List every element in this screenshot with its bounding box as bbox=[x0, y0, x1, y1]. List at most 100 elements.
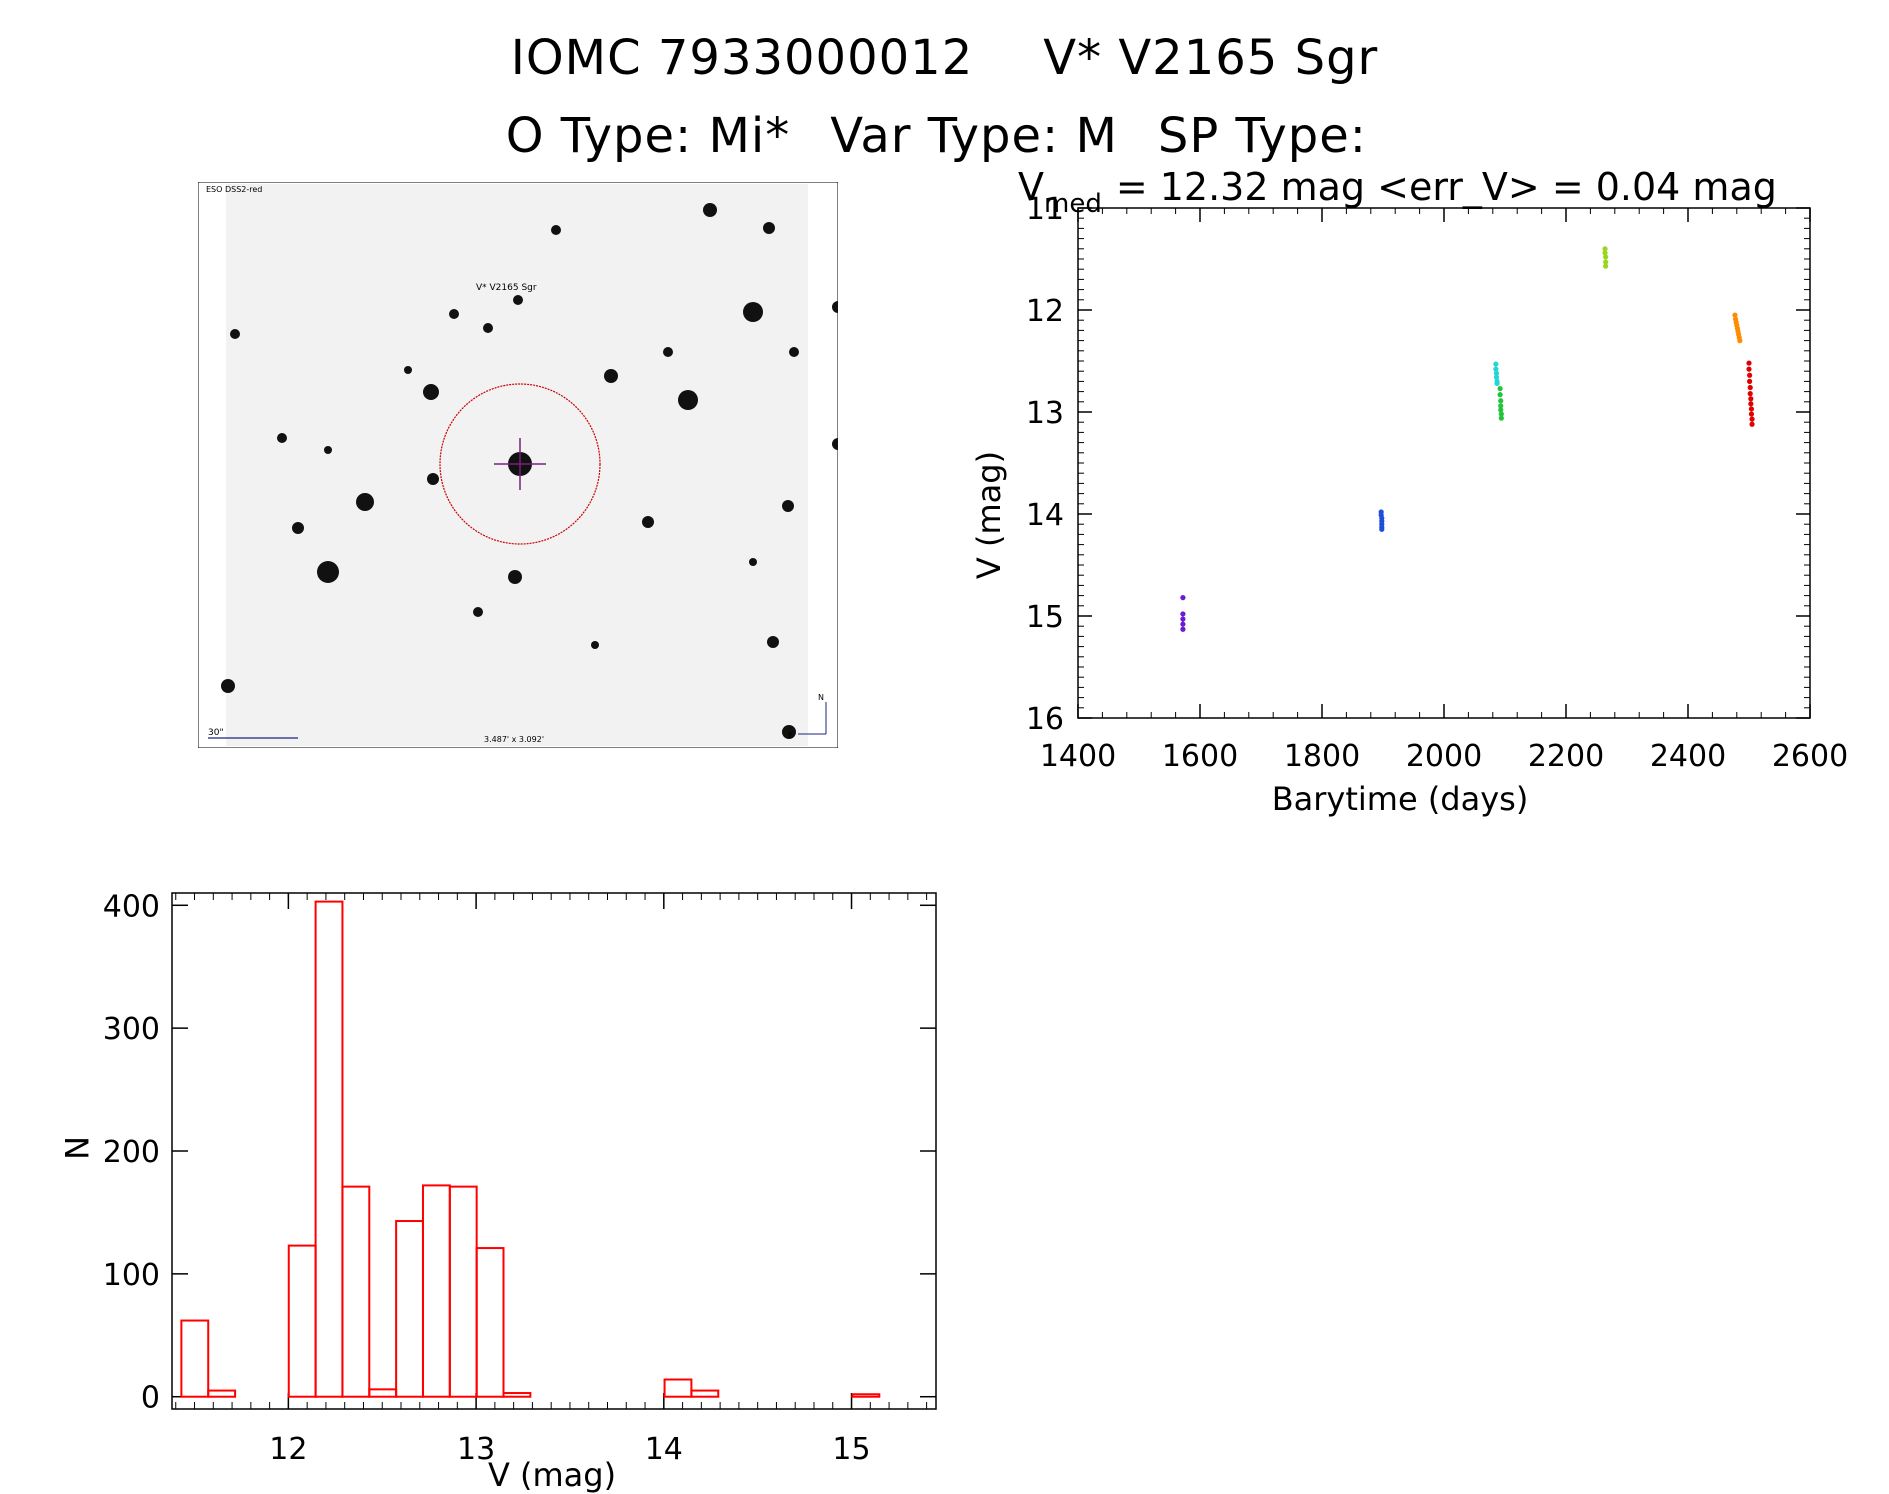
hist-bar bbox=[341, 1185, 371, 1398]
star bbox=[404, 366, 412, 374]
lc-point bbox=[1493, 366, 1499, 372]
star bbox=[703, 203, 717, 217]
size-label: 3.487' x 3.092' bbox=[484, 735, 544, 744]
lc-xtick-label: 2000 bbox=[1406, 739, 1482, 774]
otype-label: O Type: bbox=[505, 108, 693, 164]
histogram-chart: 12 13 14 15 0 100 200 300 400 V (mag) N bbox=[57, 889, 937, 1494]
survey-label: ESO DSS2-red bbox=[206, 185, 262, 194]
lc-point bbox=[1602, 250, 1608, 256]
star bbox=[427, 473, 439, 485]
lc-point bbox=[1180, 621, 1186, 627]
finder-chart-image: ESO DSS2-red V* V2165 Sgr 30" 3.487' x 3… bbox=[198, 182, 838, 748]
hist-ytick-label: 100 bbox=[103, 1258, 160, 1293]
lc-title-subscript: med bbox=[1044, 189, 1102, 219]
lc-point bbox=[1603, 263, 1609, 269]
star bbox=[508, 570, 522, 584]
lc-ytick-label: 11 bbox=[1026, 192, 1064, 227]
hist-bar bbox=[502, 1392, 532, 1398]
hist-xtick-label: 15 bbox=[832, 1432, 870, 1467]
lc-point bbox=[1602, 246, 1608, 252]
lc-xtick-label: 2600 bbox=[1772, 739, 1848, 774]
hist-bar bbox=[314, 900, 344, 1398]
star bbox=[663, 347, 673, 357]
hist-bar bbox=[851, 1393, 881, 1398]
lc-xtick-label: 1600 bbox=[1162, 739, 1238, 774]
lc-ytick-label: 16 bbox=[1026, 702, 1064, 737]
lc-point bbox=[1180, 626, 1186, 632]
hist-xtick-label: 12 bbox=[269, 1432, 307, 1467]
otype-value: Mi* bbox=[708, 108, 791, 164]
star-field bbox=[221, 203, 838, 739]
object-name: V* V2165 Sgr bbox=[1043, 30, 1379, 86]
lc-ytick-label: 15 bbox=[1026, 600, 1064, 635]
star bbox=[782, 500, 794, 512]
hist-axes: 12 13 14 15 0 100 200 300 400 bbox=[103, 889, 937, 1467]
target-circle bbox=[439, 383, 601, 545]
north-label: N bbox=[818, 693, 824, 702]
lc-ytick-label: 14 bbox=[1026, 498, 1064, 533]
star bbox=[551, 225, 561, 235]
hist-ylabel: N bbox=[57, 1136, 95, 1160]
star bbox=[277, 433, 287, 443]
lc-frame bbox=[1077, 207, 1811, 719]
star bbox=[221, 679, 235, 693]
lc-ytick-label: 13 bbox=[1026, 396, 1064, 431]
hist-xlabel: V (mag) bbox=[488, 1456, 616, 1494]
lc-point bbox=[1494, 380, 1500, 387]
lc-point bbox=[1498, 398, 1504, 404]
lc-point bbox=[1493, 370, 1500, 376]
hist-bar bbox=[207, 1389, 237, 1398]
lc-title-rest: = 12.32 mag <err_V> = 0.04 mag bbox=[1116, 170, 1777, 209]
lc-point bbox=[1498, 411, 1504, 417]
hist-ytick-label: 200 bbox=[103, 1135, 160, 1170]
lc-point bbox=[1498, 415, 1504, 421]
lc-point bbox=[1748, 401, 1754, 407]
star bbox=[230, 329, 240, 339]
sptype-label: SP Type: bbox=[1157, 108, 1367, 164]
target-label: V* V2165 Sgr bbox=[476, 283, 537, 293]
star bbox=[789, 347, 799, 357]
star bbox=[604, 369, 618, 383]
lc-point bbox=[1603, 254, 1609, 260]
lc-axes: 1400 1600 1800 2000 2200 2400 2600 11 12 13 14 15 16 bbox=[1026, 192, 1848, 774]
star bbox=[483, 323, 493, 333]
lc-title-prefix: V bbox=[1018, 170, 1044, 209]
east-label: E bbox=[788, 731, 793, 740]
hist-bar bbox=[448, 1185, 478, 1398]
lc-point bbox=[1497, 385, 1503, 392]
lc-point bbox=[1180, 595, 1186, 601]
lc-point bbox=[1747, 384, 1753, 391]
chart-title-line2: O Type: Mi* Var Type: M SP Type: bbox=[0, 108, 1889, 164]
scale-label: 30" bbox=[208, 728, 224, 738]
hist-xtick-label: 13 bbox=[457, 1432, 495, 1467]
hist-ytick-label: 300 bbox=[103, 1012, 160, 1047]
star bbox=[513, 295, 523, 305]
lc-point bbox=[1493, 361, 1499, 367]
star bbox=[317, 561, 339, 583]
star bbox=[743, 302, 763, 322]
star bbox=[449, 309, 459, 319]
lc-xtick-label: 1800 bbox=[1284, 739, 1360, 774]
star bbox=[782, 725, 796, 739]
star bbox=[763, 222, 775, 234]
lc-point bbox=[1748, 396, 1754, 402]
lc-ytick-label: 12 bbox=[1026, 294, 1064, 329]
lc-xtick-label: 1400 bbox=[1040, 739, 1116, 774]
star bbox=[832, 438, 838, 450]
lc-xtick-label: 2400 bbox=[1650, 739, 1726, 774]
object-id: IOMC 7933000012 bbox=[510, 30, 974, 86]
lc-point bbox=[1747, 372, 1753, 378]
lc-point bbox=[1180, 611, 1186, 617]
lc-point bbox=[1493, 374, 1500, 380]
lc-point bbox=[1498, 403, 1504, 409]
star bbox=[642, 516, 654, 528]
lc-point bbox=[1747, 391, 1753, 397]
star bbox=[767, 636, 779, 648]
star bbox=[356, 493, 374, 511]
lc-point bbox=[1746, 366, 1752, 372]
lc-xlabel: Barytime (days) bbox=[1272, 780, 1529, 818]
hist-bar bbox=[287, 1244, 317, 1398]
lc-point bbox=[1747, 378, 1753, 384]
lc-point bbox=[1749, 421, 1755, 427]
lc-title: Vmed = 12.32 mag <err_V> = 0.04 mag bbox=[1018, 170, 1777, 219]
